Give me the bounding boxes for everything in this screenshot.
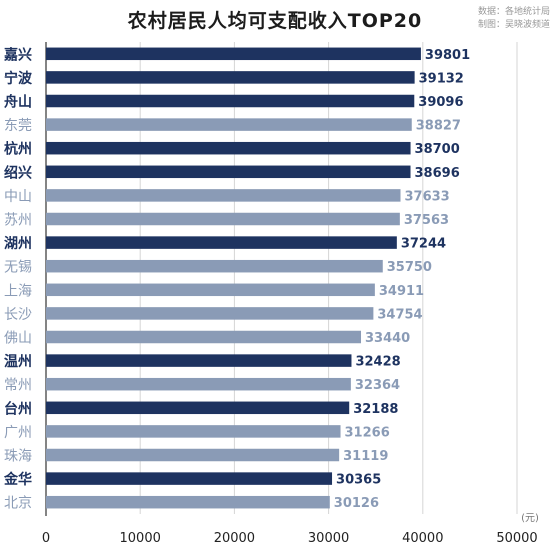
x-tick-label: 30000 [308, 531, 349, 546]
bar [46, 472, 333, 485]
category-label: 广州 [4, 425, 32, 441]
category-label: 苏州 [4, 213, 32, 229]
bar [46, 71, 415, 84]
data-label: 32364 [355, 378, 400, 393]
category-label: 东莞 [4, 118, 32, 134]
bar [46, 189, 401, 202]
category-label: 杭州 [4, 141, 32, 158]
bar [46, 259, 383, 273]
data-label: 32188 [353, 402, 398, 417]
bar [46, 448, 340, 462]
bar [46, 354, 352, 367]
category-label: 嘉兴 [3, 46, 32, 63]
data-label: 37633 [405, 189, 450, 204]
data-label: 38696 [415, 166, 460, 181]
category-label: 长沙 [4, 307, 32, 323]
category-label: 金华 [3, 471, 32, 488]
bar [46, 212, 400, 226]
category-label: 上海 [4, 283, 32, 299]
category-label: 无锡 [4, 260, 32, 276]
bar [46, 330, 362, 344]
data-label: 30365 [336, 473, 381, 488]
category-label: 北京 [4, 496, 32, 512]
data-label: 31119 [343, 449, 388, 464]
data-label: 30126 [334, 496, 379, 511]
category-label: 珠海 [4, 449, 32, 465]
source-line-author: 制图：吴晓波频道 [478, 20, 550, 30]
data-label: 37563 [404, 213, 449, 228]
bar [46, 401, 350, 415]
bar [46, 307, 374, 320]
category-label: 中山 [4, 189, 32, 205]
data-label: 38700 [415, 142, 460, 157]
data-label: 32428 [355, 355, 400, 370]
bar [46, 118, 412, 131]
data-label: 31266 [345, 425, 390, 440]
x-tick-label: 0 [42, 531, 50, 546]
data-label: 39132 [419, 71, 464, 86]
category-label: 常州 [4, 378, 32, 394]
unit-label: (元) [521, 513, 539, 524]
source-note: 数据：各地统计局 制图：吴晓波频道 [478, 6, 550, 32]
category-label: 舟山 [4, 94, 32, 111]
bar [46, 141, 411, 155]
data-label: 34754 [377, 307, 422, 322]
bar [46, 47, 421, 61]
category-label: 佛山 [4, 331, 32, 347]
bar [46, 165, 411, 179]
bar [46, 236, 397, 249]
x-tick-label: 20000 [214, 531, 255, 546]
data-label: 33440 [365, 331, 410, 346]
category-label: 湖州 [4, 236, 32, 252]
chart-title: 农村居民人均可支配收入TOP20 [127, 10, 423, 32]
bar [46, 94, 415, 108]
category-label: 台州 [4, 400, 32, 417]
x-tick-label: 50000 [496, 531, 537, 546]
data-label: 39096 [418, 95, 463, 110]
x-tick-label: 10000 [120, 531, 161, 546]
bar [46, 377, 351, 391]
data-label: 34911 [379, 284, 424, 299]
category-label: 宁波 [4, 70, 33, 87]
x-tick-label: 40000 [402, 531, 443, 546]
data-label: 38827 [416, 119, 461, 134]
category-label: 温州 [4, 354, 32, 370]
data-label: 39801 [425, 48, 470, 63]
category-label: 绍兴 [4, 164, 32, 181]
source-line-data: 数据：各地统计局 [478, 7, 550, 17]
bar [46, 495, 330, 509]
bar [46, 283, 375, 297]
data-label: 37244 [401, 237, 446, 252]
data-label: 35750 [387, 260, 432, 275]
bar [46, 425, 341, 438]
